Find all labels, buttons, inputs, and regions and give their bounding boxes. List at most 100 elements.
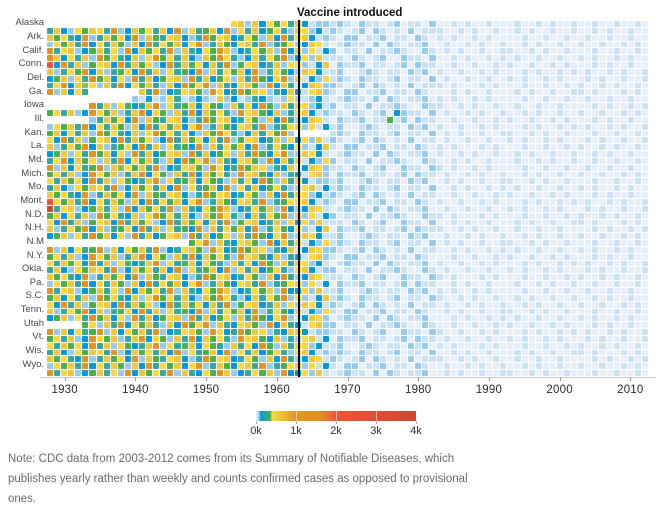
heatmap-cell <box>358 294 365 301</box>
heatmap-cell <box>167 123 174 130</box>
heatmap-cell <box>507 267 514 274</box>
heatmap-cell <box>188 281 195 287</box>
heatmap-cell <box>139 356 146 363</box>
heatmap-cell <box>131 233 139 240</box>
heatmap-cell <box>556 89 563 96</box>
heatmap-cell <box>224 335 231 342</box>
heatmap-cell <box>606 212 613 219</box>
heatmap-cell <box>613 363 620 370</box>
heatmap-cell <box>592 62 599 68</box>
heatmap-cell <box>620 75 627 82</box>
heatmap-cell <box>486 226 493 233</box>
heatmap-cell <box>96 157 103 164</box>
heatmap-cell <box>287 335 294 342</box>
heatmap-cell <box>613 185 620 192</box>
heatmap-cell <box>96 287 103 294</box>
heatmap-cell <box>592 233 599 240</box>
heatmap-cell <box>316 137 323 144</box>
heatmap-cell <box>280 178 287 185</box>
heatmap-cell <box>238 27 245 34</box>
heatmap-cell <box>351 349 358 356</box>
heatmap-cell <box>493 233 500 240</box>
heatmap-cell <box>606 233 613 240</box>
heatmap-cell <box>89 363 96 370</box>
heatmap-cell <box>301 116 309 123</box>
heatmap-cell <box>224 27 231 34</box>
heatmap-cell <box>301 178 309 185</box>
heatmap-cell <box>139 198 146 205</box>
heatmap-cell <box>252 89 259 96</box>
heatmap-cell <box>379 185 386 192</box>
heatmap-cell <box>556 301 563 308</box>
heatmap-cell <box>493 48 500 55</box>
heatmap-cell <box>408 82 415 89</box>
heatmap-cell <box>571 294 578 301</box>
heatmap-cell <box>379 144 386 151</box>
heatmap-cell <box>592 205 599 212</box>
heatmap-cell <box>103 171 110 178</box>
heatmap-cell <box>429 34 436 41</box>
heatmap-cell <box>75 281 82 287</box>
heatmap-cell <box>330 287 337 294</box>
heatmap-cell <box>75 82 82 89</box>
heatmap-cell <box>146 123 153 130</box>
heatmap-cell <box>599 185 606 192</box>
heatmap-cell <box>641 27 648 34</box>
heatmap-cell <box>620 260 627 267</box>
heatmap-cell <box>471 349 479 356</box>
heatmap-cell <box>231 370 238 376</box>
heatmap-cell <box>124 68 131 75</box>
heatmap-cell <box>606 130 613 137</box>
heatmap-cell <box>429 48 436 55</box>
heatmap-cell <box>464 212 471 219</box>
heatmap-cell <box>330 34 337 41</box>
heatmap-cell <box>422 48 429 55</box>
heatmap-cell <box>245 315 252 322</box>
heatmap-cell <box>613 123 620 130</box>
heatmap-cell <box>273 151 280 157</box>
heatmap-cell <box>599 267 606 274</box>
heatmap-cell <box>195 233 202 240</box>
heatmap-cell <box>528 226 535 233</box>
heatmap-cell <box>280 281 287 287</box>
heatmap-cell <box>153 342 160 349</box>
heatmap-cell <box>351 41 358 48</box>
heatmap-cell <box>54 21 60 27</box>
heatmap-cell <box>549 185 556 192</box>
heatmap-cell <box>89 226 96 233</box>
heatmap-cell <box>47 164 54 171</box>
x-tick <box>276 377 278 381</box>
heatmap-cell <box>160 356 167 363</box>
heatmap-cell <box>89 109 96 116</box>
heatmap-cell <box>146 41 153 48</box>
heatmap-cell <box>372 185 379 192</box>
heatmap-cell <box>337 41 344 48</box>
heatmap-cell <box>181 315 188 322</box>
heatmap-cell <box>634 137 641 144</box>
heatmap-cell <box>238 233 245 240</box>
heatmap-cell <box>209 34 216 41</box>
heatmap-cell <box>394 301 401 308</box>
heatmap-cell <box>578 48 585 55</box>
heatmap-cell <box>479 171 486 178</box>
heatmap-cell <box>309 287 316 294</box>
heatmap-cell <box>493 260 500 267</box>
heatmap-cell <box>542 185 549 192</box>
row-label: N.H. <box>25 222 44 234</box>
heatmap-cell <box>344 171 351 178</box>
heatmap-cell <box>358 308 365 315</box>
heatmap-cell <box>146 301 153 308</box>
heatmap-cell <box>564 55 571 62</box>
heatmap-cell <box>457 198 464 205</box>
heatmap-cell <box>564 253 571 260</box>
heatmap-cell <box>634 62 641 68</box>
heatmap-cell <box>181 219 188 226</box>
heatmap-cell <box>493 226 500 233</box>
heatmap-cell <box>330 96 337 103</box>
heatmap-cell <box>294 185 301 192</box>
heatmap-cell <box>457 75 464 82</box>
heatmap-cell <box>96 34 103 41</box>
heatmap-cell <box>365 342 372 349</box>
heatmap-cell <box>379 253 386 260</box>
heatmap-cell <box>592 171 599 178</box>
